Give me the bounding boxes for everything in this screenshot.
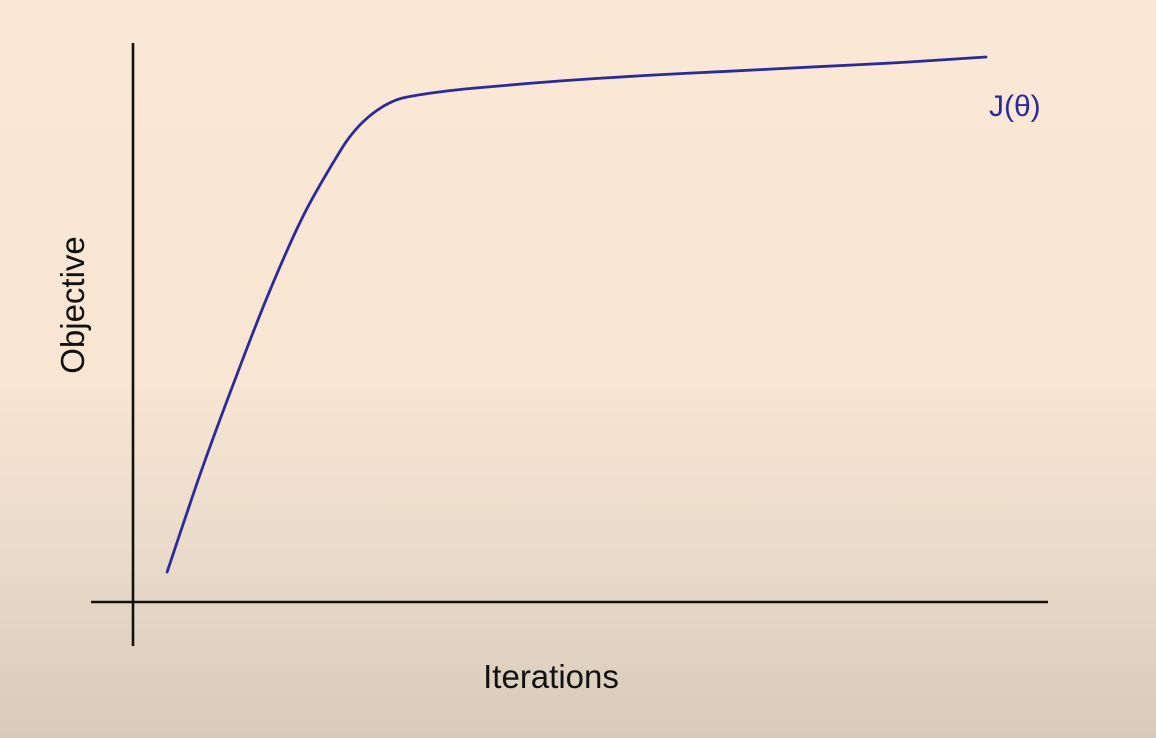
x-axis-label: Iterations [483, 658, 619, 695]
series-line-1 [165, 55, 988, 574]
y-axis-label: Objective [54, 236, 91, 374]
series-label-1: J(θ) [989, 90, 1041, 123]
